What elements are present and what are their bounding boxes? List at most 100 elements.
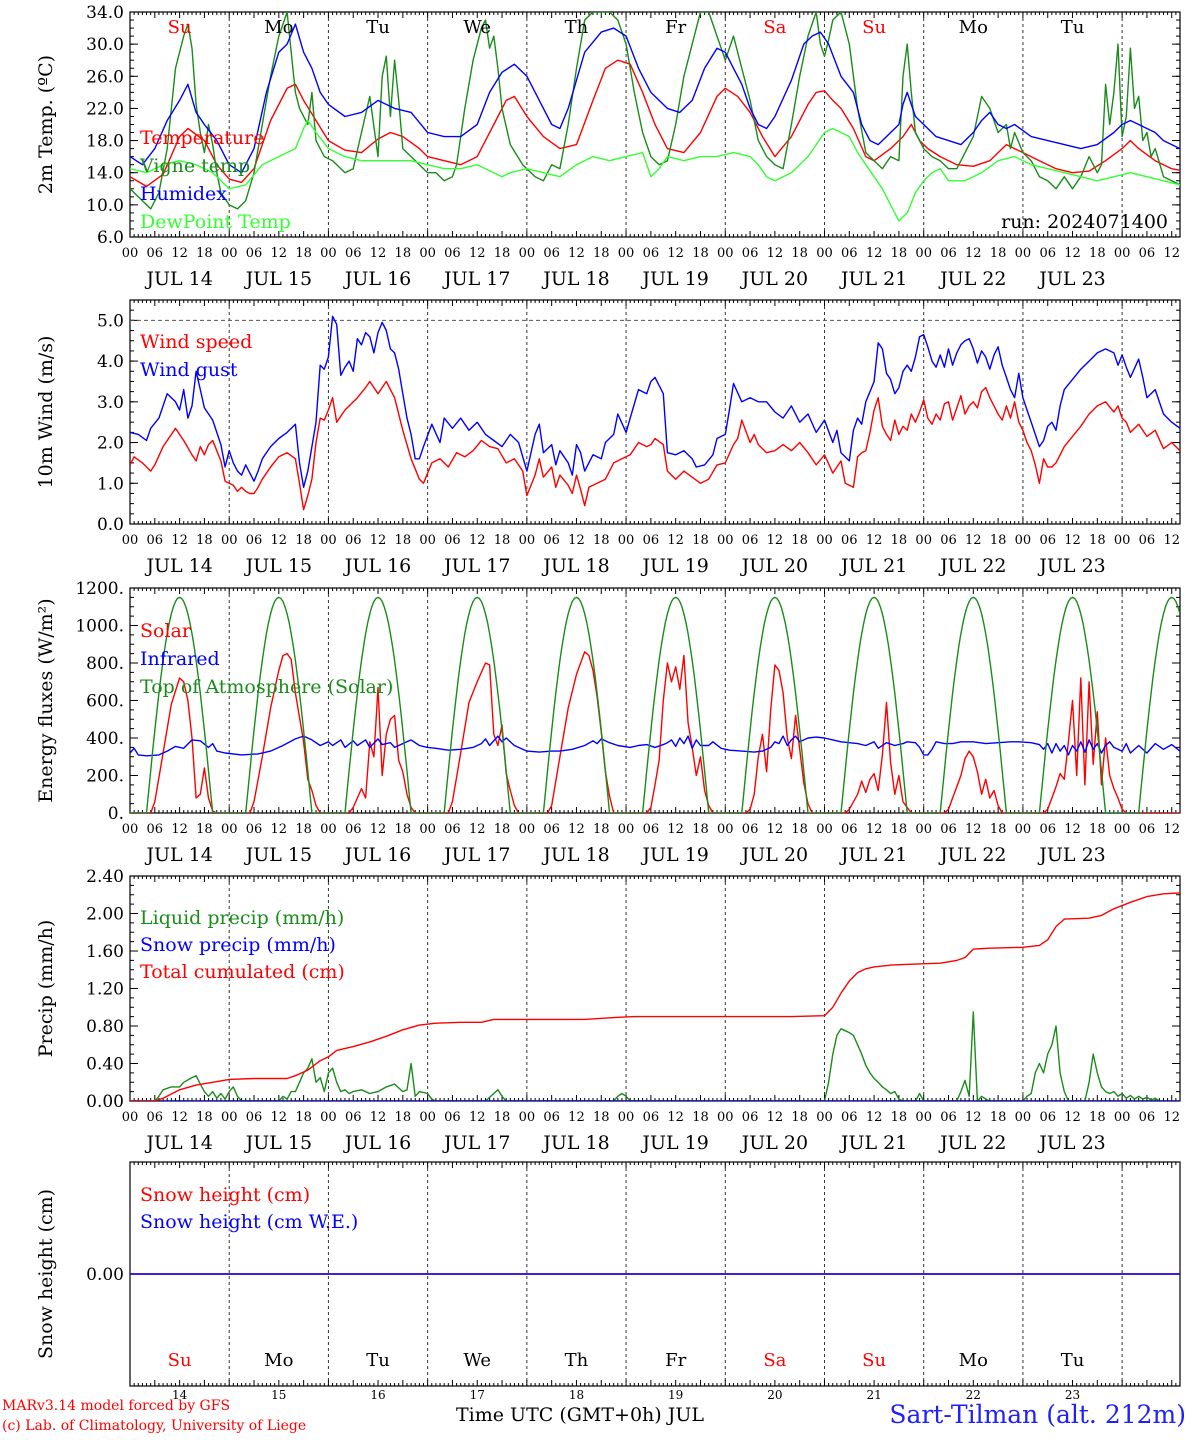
- legend-entry: Snow height (cm): [140, 1184, 310, 1206]
- hour-tick-label: 18: [791, 246, 808, 261]
- y-tick-label: 2.0: [97, 434, 124, 454]
- hour-tick-label: 06: [444, 822, 461, 837]
- y-tick-label: 2.40: [86, 867, 124, 887]
- hour-tick-label: 06: [742, 1110, 759, 1125]
- hour-tick-label: 12: [568, 822, 585, 837]
- series-solar: [130, 651, 1180, 813]
- weekday-label: Tu: [366, 1350, 390, 1371]
- date-label: JUL 19: [640, 555, 708, 577]
- date-label: JUL 23: [1037, 1132, 1105, 1154]
- hour-tick-label: 12: [469, 533, 486, 548]
- legend-entry: Snow height (cm W.E.): [140, 1211, 358, 1233]
- weekday-label: Mo: [264, 17, 293, 38]
- hour-tick-label: 06: [742, 533, 759, 548]
- hour-tick-label: 12: [370, 246, 387, 261]
- hour-tick-label: 18: [990, 1110, 1007, 1125]
- hour-tick-label: 12: [965, 822, 982, 837]
- date-label: JUL 14: [144, 844, 212, 866]
- hour-tick-label: 12: [469, 1110, 486, 1125]
- date-label: JUL 21: [839, 1132, 907, 1154]
- date-label: JUL 18: [541, 1132, 609, 1154]
- series-group: [130, 596, 1180, 813]
- series-wind-gust: [130, 315, 1180, 488]
- hour-tick-label: 00: [320, 246, 337, 261]
- hour-tick-label: 06: [246, 246, 263, 261]
- hour-tick-label: 06: [345, 533, 362, 548]
- legend-entry: Liquid precip (mm/h): [140, 907, 344, 929]
- hour-tick-label: 18: [494, 246, 511, 261]
- date-label: JUL 21: [839, 268, 907, 290]
- hour-tick-label: 00: [122, 246, 139, 261]
- hour-tick-label: 12: [965, 246, 982, 261]
- hour-tick-label: 00: [320, 533, 337, 548]
- hour-tick-label: 12: [767, 246, 784, 261]
- hour-tick-label: 18: [395, 1110, 412, 1125]
- hour-tick-label: 18: [494, 822, 511, 837]
- hour-tick-label: 18: [990, 533, 1007, 548]
- hour-tick-label: 06: [444, 533, 461, 548]
- hour-tick-label: 12: [965, 533, 982, 548]
- hour-tick-label: 00: [519, 1110, 536, 1125]
- hour-tick-label: 12: [667, 246, 684, 261]
- hour-tick-label: 00: [618, 246, 635, 261]
- hour-tick-label: 12: [866, 822, 883, 837]
- date-label: JUL 20: [740, 1132, 808, 1154]
- series-temperature: [130, 59, 1180, 188]
- run-label: run: 2024071400: [1001, 211, 1168, 233]
- y-tick-label: 4.0: [97, 352, 124, 372]
- y-axis-title: Snow height (cm): [35, 1189, 57, 1359]
- hour-tick-label: 18: [494, 533, 511, 548]
- hour-tick-label: 18: [791, 533, 808, 548]
- series-group: [130, 892, 1180, 1101]
- hour-tick-label: 12: [767, 822, 784, 837]
- hour-tick-label: 06: [345, 1110, 362, 1125]
- y-tick-label: 600.: [86, 692, 124, 712]
- day-number-label: 18: [569, 1388, 584, 1402]
- weekday-label: Mo: [959, 1350, 988, 1371]
- weekday-label: Fr: [665, 17, 686, 38]
- x-axis-label: Time UTC (GMT+0h) JUL: [456, 1404, 704, 1426]
- legend-entry: Top of Atmosphere (Solar): [140, 676, 393, 698]
- hour-tick-label: 00: [717, 1110, 734, 1125]
- hour-tick-label: 18: [295, 822, 312, 837]
- date-label: JUL 23: [1037, 268, 1105, 290]
- series-humidex: [130, 23, 1180, 174]
- date-label: JUL 14: [144, 1132, 212, 1154]
- hour-tick-label: 18: [395, 533, 412, 548]
- hour-tick-label: 18: [494, 1110, 511, 1125]
- date-label: JUL 16: [343, 1132, 411, 1154]
- hour-tick-label: 12: [370, 822, 387, 837]
- hour-tick-label: 00: [122, 822, 139, 837]
- hour-tick-label: 00: [221, 1110, 238, 1125]
- hour-tick-label: 00: [1114, 533, 1131, 548]
- hour-tick-label: 00: [320, 822, 337, 837]
- panel-3: 0. 200. 400. 600. 800. 1000. 1200. Energy fluxe…: [35, 579, 1181, 866]
- panel-1: 6.0 10.0 14.0 18.0 22.0 26.0 30.0 34.0 2m Temp. …: [35, 3, 1181, 290]
- hour-tick-label: 00: [1114, 822, 1131, 837]
- day-number-label: 16: [370, 1388, 385, 1402]
- hour-tick-label: 00: [221, 533, 238, 548]
- y-tick-label: 0.00: [86, 1265, 124, 1285]
- hour-tick-label: 00: [816, 1110, 833, 1125]
- hour-tick-label: 06: [940, 822, 957, 837]
- hour-tick-label: 12: [667, 1110, 684, 1125]
- date-label: JUL 18: [541, 555, 609, 577]
- date-label: JUL 15: [244, 555, 312, 577]
- hour-tick-label: 06: [1139, 533, 1156, 548]
- hour-tick-label: 00: [122, 533, 139, 548]
- hour-tick-label: 18: [395, 246, 412, 261]
- hour-tick-label: 06: [643, 822, 660, 837]
- hour-tick-label: 00: [915, 533, 932, 548]
- hour-tick-label: 06: [345, 246, 362, 261]
- hour-tick-label: 12: [370, 533, 387, 548]
- date-label: JUL 19: [640, 268, 708, 290]
- hour-tick-label: 06: [543, 1110, 560, 1125]
- date-label: JUL 22: [938, 555, 1006, 577]
- model-credit: MARv3.14 model forced by GFS: [2, 1398, 231, 1414]
- legend-entry: Total cumulated (cm): [140, 961, 345, 983]
- hour-tick-label: 18: [891, 533, 908, 548]
- date-label: JUL 19: [640, 844, 708, 866]
- day-number-label: 15: [271, 1388, 286, 1402]
- hour-tick-label: 18: [990, 246, 1007, 261]
